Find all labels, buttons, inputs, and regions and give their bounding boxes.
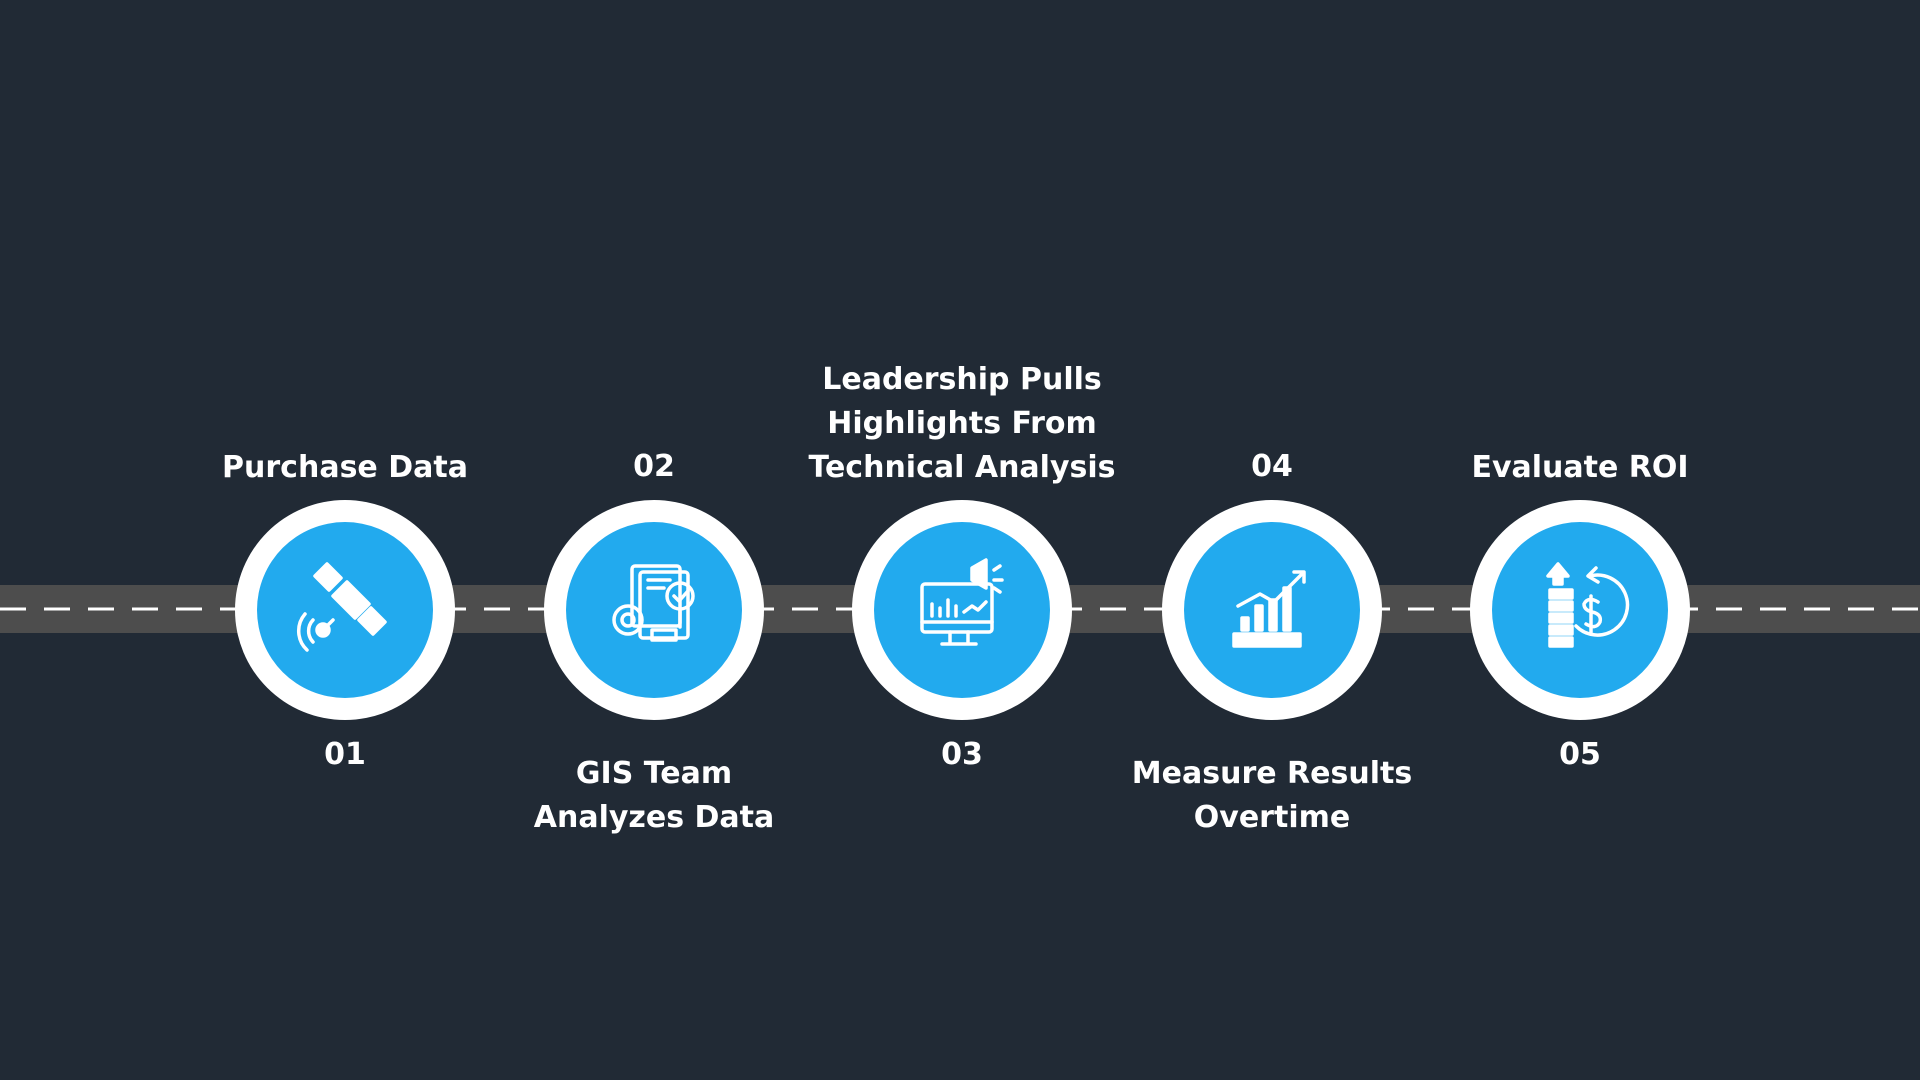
step-circle	[566, 522, 742, 698]
step-label: Measure Results Overtime	[1092, 752, 1452, 840]
step-label: Purchase Data	[165, 446, 525, 490]
step-number: 04	[1251, 449, 1293, 484]
step-label-line: GIS Team	[575, 756, 733, 791]
step-icon	[1546, 562, 1630, 648]
step-label-line: Technical Analysis	[808, 450, 1116, 485]
step-icon	[296, 562, 387, 652]
step-label-line: Overtime	[1193, 800, 1351, 835]
step-number: 02	[633, 449, 675, 484]
step-label-line: Leadership Pulls	[822, 362, 1102, 397]
step-label-line: Measure Results	[1131, 756, 1413, 791]
step-number: 03	[941, 737, 983, 772]
step-circle	[874, 522, 1050, 698]
step-label: GIS Team Analyzes Data	[474, 752, 834, 840]
step-circle	[1492, 522, 1668, 698]
step-label-line: Evaluate ROI	[1471, 450, 1689, 485]
step-number: 05	[1559, 737, 1601, 772]
step-icon	[612, 564, 695, 642]
step-icon	[920, 558, 1004, 646]
step-icon	[1232, 570, 1306, 648]
step-label-line: Purchase Data	[222, 450, 468, 485]
step-label: Leadership Pulls Highlights From Technical…	[782, 358, 1142, 490]
step-label-line: Highlights From	[827, 406, 1097, 441]
step-label: Evaluate ROI	[1400, 446, 1760, 490]
step-number: 01	[324, 737, 366, 772]
step-label-line: Analyzes Data	[533, 800, 775, 835]
